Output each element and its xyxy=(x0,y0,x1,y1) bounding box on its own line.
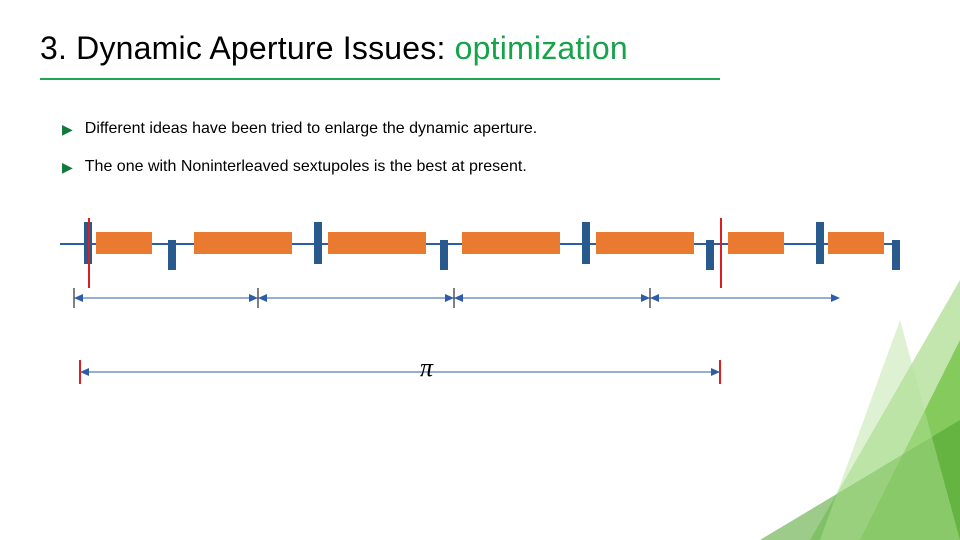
title-underline xyxy=(40,78,720,80)
bullet-text: The one with Noninterleaved sextupoles i… xyxy=(85,158,527,176)
title-suffix: optimization xyxy=(455,30,628,66)
bullet-arrow-icon: ▶ xyxy=(62,121,73,138)
list-item: ▶ Different ideas have been tried to enl… xyxy=(62,120,537,138)
bullet-arrow-icon: ▶ xyxy=(62,159,73,176)
svg-text:π: π xyxy=(420,353,434,382)
list-item: ▶ The one with Noninterleaved sextupoles… xyxy=(62,158,537,176)
bullet-text: Different ideas have been tried to enlar… xyxy=(85,120,537,138)
lattice-diagram: π xyxy=(60,210,900,410)
slide-title: 3. Dynamic Aperture Issues: optimization xyxy=(40,30,628,67)
title-prefix: 3. Dynamic Aperture Issues: xyxy=(40,30,446,66)
bullet-list: ▶ Different ideas have been tried to enl… xyxy=(62,120,537,196)
slide: 3. Dynamic Aperture Issues: optimization… xyxy=(0,0,960,540)
